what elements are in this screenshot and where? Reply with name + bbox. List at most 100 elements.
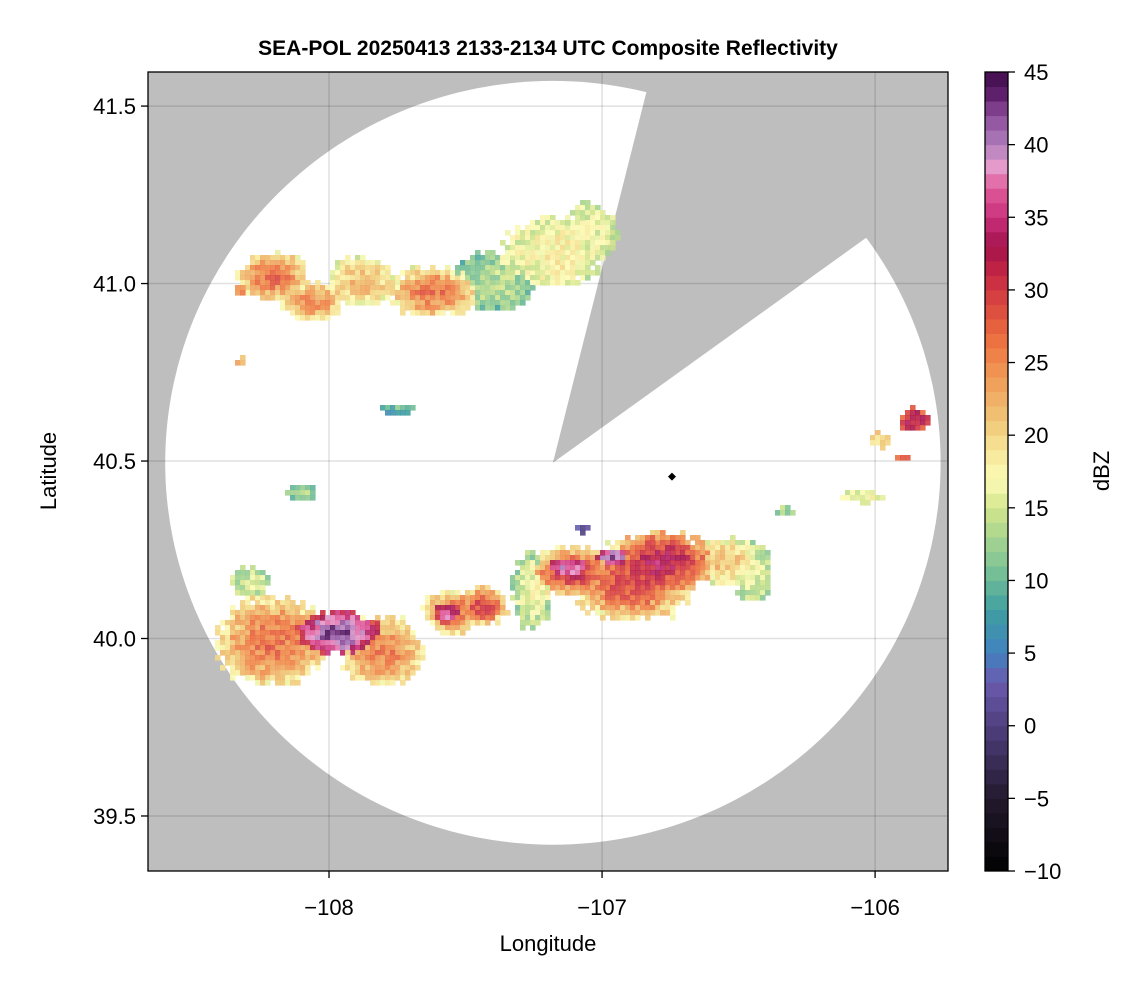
- echo-cell: [340, 625, 346, 631]
- echo-cell: [540, 265, 546, 271]
- echo-cell: [585, 580, 591, 586]
- echo-cell: [295, 655, 301, 661]
- echo-cell: [250, 635, 256, 641]
- echo-cell: [275, 650, 281, 656]
- echo-cell: [585, 525, 591, 531]
- echo-cell: [390, 620, 396, 626]
- echo-cell: [440, 605, 446, 611]
- echo-cell: [695, 550, 701, 556]
- echo-cell: [535, 275, 541, 281]
- echo-cell: [480, 300, 486, 306]
- echo-cell: [670, 615, 676, 621]
- echo-cell: [680, 595, 686, 601]
- colorbar-cell: [985, 725, 1008, 741]
- echo-cell: [380, 280, 386, 286]
- echo-cell: [370, 625, 376, 631]
- echo-cell: [455, 310, 461, 316]
- echo-cell: [755, 560, 761, 566]
- echo-cell: [410, 275, 416, 281]
- echo-cell: [760, 585, 766, 591]
- echo-cell: [410, 670, 416, 676]
- echo-cell: [565, 550, 571, 556]
- echo-cell: [410, 290, 416, 296]
- echo-cell: [560, 245, 566, 251]
- echo-cell: [675, 575, 681, 581]
- echo-cell: [655, 590, 661, 596]
- echo-cell: [250, 655, 256, 661]
- echo-cell: [280, 640, 286, 646]
- echo-cell: [525, 550, 531, 556]
- echo-cell: [480, 285, 486, 291]
- echo-cell: [450, 595, 456, 601]
- echo-cell: [530, 255, 536, 261]
- echo-cell: [255, 290, 261, 296]
- echo-cell: [560, 220, 566, 226]
- echo-cell: [530, 270, 536, 276]
- echo-cell: [450, 275, 456, 281]
- echo-cell: [305, 315, 311, 321]
- echo-cell: [375, 265, 381, 271]
- echo-cell: [550, 215, 556, 221]
- echo-cell: [315, 665, 321, 671]
- colorbar-cell: [985, 318, 1008, 334]
- echo-cell: [260, 660, 266, 666]
- echo-cell: [610, 595, 616, 601]
- echo-cell: [215, 625, 221, 631]
- echo-cell: [445, 285, 451, 291]
- echo-cell: [565, 215, 571, 221]
- echo-cell: [750, 580, 756, 586]
- echo-cell: [605, 235, 611, 241]
- echo-cell: [265, 635, 271, 641]
- echo-cell: [365, 635, 371, 641]
- echo-cell: [740, 575, 746, 581]
- echo-cell: [380, 275, 386, 281]
- echo-cell: [285, 260, 291, 266]
- echo-cell: [760, 555, 766, 561]
- echo-cell: [465, 305, 471, 311]
- colorbar-cell: [985, 594, 1008, 611]
- echo-cell: [290, 625, 296, 631]
- echo-cell: [560, 570, 566, 576]
- echo-cell: [500, 280, 506, 286]
- echo-cell: [380, 295, 386, 301]
- echo-cell: [500, 605, 506, 611]
- echo-cell: [375, 260, 381, 266]
- echo-cell: [240, 640, 246, 646]
- echo-cell: [310, 290, 316, 296]
- echo-cell: [230, 625, 236, 631]
- echo-cell: [500, 240, 506, 246]
- echo-cell: [255, 280, 261, 286]
- echo-cell: [250, 660, 256, 666]
- echo-cell: [300, 280, 306, 286]
- echo-cell: [590, 205, 596, 211]
- echo-cell: [305, 630, 311, 636]
- echo-cell: [280, 295, 286, 301]
- echo-cell: [665, 590, 671, 596]
- echo-cell: [400, 670, 406, 676]
- echo-cell: [270, 275, 276, 281]
- echo-cell: [265, 640, 271, 646]
- echo-cell: [530, 575, 536, 581]
- echo-cell: [255, 625, 261, 631]
- echo-cell: [585, 550, 591, 556]
- echo-cell: [555, 245, 561, 251]
- echo-cell: [605, 600, 611, 606]
- echo-cell: [255, 660, 261, 666]
- echo-cell: [520, 270, 526, 276]
- echo-cell: [530, 285, 536, 291]
- echo-cell: [505, 610, 511, 616]
- echo-cell: [600, 255, 606, 261]
- echo-cell: [550, 225, 556, 231]
- echo-cell: [250, 665, 256, 671]
- echo-cell: [555, 580, 561, 586]
- echo-cell: [385, 265, 391, 271]
- echo-cell: [665, 585, 671, 591]
- echo-cell: [285, 600, 291, 606]
- echo-cell: [375, 615, 381, 621]
- echo-cell: [470, 255, 476, 261]
- y-tick-label: 39.5: [93, 804, 136, 829]
- echo-cell: [345, 655, 351, 661]
- echo-cell: [585, 250, 591, 256]
- echo-cell: [525, 615, 531, 621]
- echo-cell: [665, 570, 671, 576]
